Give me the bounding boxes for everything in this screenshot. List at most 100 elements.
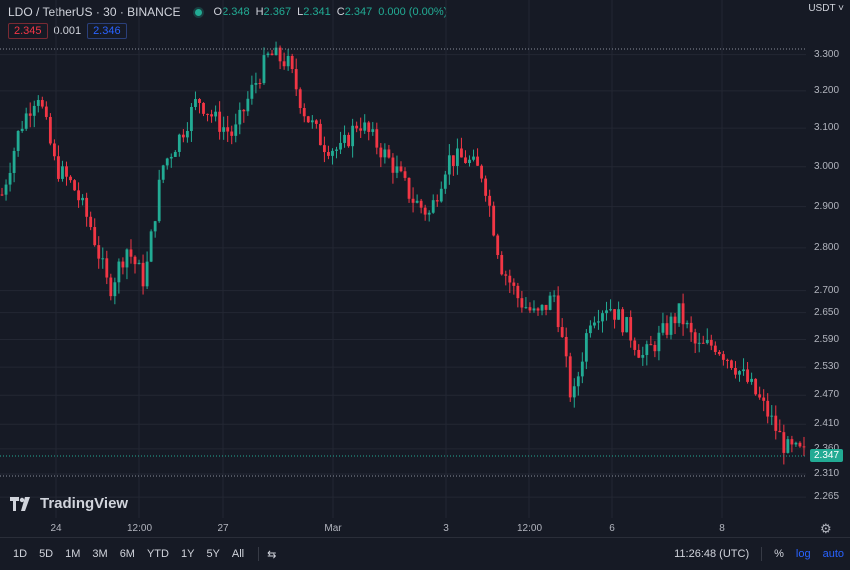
range-1m[interactable]: 1M <box>65 548 81 560</box>
price-tick-label: 2.800 <box>814 241 840 253</box>
candle-body <box>750 378 754 382</box>
candle-body <box>730 360 733 368</box>
candle-body <box>645 344 649 356</box>
candle-body <box>774 415 778 431</box>
time-tick-label: Mar <box>324 523 342 534</box>
candle-body <box>701 342 705 344</box>
candle-body <box>512 282 516 286</box>
candle-body <box>641 355 645 358</box>
candle-body <box>141 262 145 287</box>
candle-body <box>460 148 463 158</box>
candle-body <box>411 198 415 203</box>
currency-selector[interactable]: USDT ˅ <box>808 3 844 14</box>
candle-body <box>52 143 56 157</box>
price-tick-label: 2.650 <box>814 306 840 318</box>
range-1y[interactable]: 1Y <box>180 548 195 560</box>
candle-body <box>669 316 673 335</box>
candle-body <box>242 109 246 112</box>
range-6m[interactable]: 6M <box>119 548 135 560</box>
sell-button[interactable]: 2.345 <box>8 23 48 39</box>
candle-body <box>742 369 745 372</box>
range-ytd[interactable]: YTD <box>146 548 169 560</box>
clock-time[interactable]: 11:26:48 (UTC) <box>674 548 750 560</box>
candle-body <box>762 397 766 401</box>
candle-body <box>206 113 209 115</box>
candle-body <box>343 134 346 143</box>
range-5y[interactable]: 5Y <box>206 548 220 560</box>
candle-body <box>403 171 407 178</box>
candle-body <box>802 446 806 448</box>
candle-body <box>488 195 492 206</box>
tradingview-icon <box>10 496 30 511</box>
candles <box>0 41 806 465</box>
time-tick-label: 12:00 <box>127 523 153 534</box>
candle-body <box>153 221 157 232</box>
tradingview-logo[interactable]: TradingView <box>10 495 128 512</box>
price-tick-label: 2.700 <box>814 284 840 296</box>
candle-body <box>419 200 423 208</box>
candle-body <box>323 145 326 153</box>
candle-body <box>48 116 52 144</box>
candle-body <box>508 275 512 283</box>
candle-body <box>65 166 68 177</box>
candle-body <box>226 127 230 132</box>
candle-body <box>661 323 665 333</box>
candle-body <box>560 327 564 337</box>
candle-body <box>298 89 302 109</box>
candle-body <box>101 258 105 260</box>
auto-scale-toggle[interactable]: auto <box>822 548 844 560</box>
range-1d[interactable]: 1D <box>13 548 28 560</box>
candle-body <box>185 130 189 138</box>
candle-body <box>270 53 274 56</box>
candle-body <box>105 258 109 278</box>
candle-body <box>770 415 774 417</box>
last-price-label: 2.347 <box>810 449 844 462</box>
time-tick-label: 8 <box>719 523 725 534</box>
candle-body <box>572 386 576 398</box>
candle-body <box>593 322 596 326</box>
candle-body <box>580 361 584 377</box>
candle-body <box>798 442 802 447</box>
candle-body <box>387 149 391 158</box>
candle-body <box>653 344 657 352</box>
range-5d[interactable]: 5D <box>39 548 54 560</box>
candle-body <box>314 120 318 124</box>
candle-body <box>258 82 262 84</box>
range-all[interactable]: All <box>231 548 245 560</box>
symbol-title[interactable]: LDO / TetherUS · 30 · BINANCE <box>8 5 181 19</box>
candle-body <box>157 179 161 222</box>
gear-icon[interactable]: ⚙ <box>820 521 832 536</box>
range-3m[interactable]: 3M <box>92 548 108 560</box>
candle-body <box>657 332 661 352</box>
candle-body <box>69 176 72 181</box>
candle-body <box>246 98 250 112</box>
candle-body <box>455 148 459 166</box>
candle-body <box>0 194 4 196</box>
buy-sell-panel: 2.345 0.001 2.346 <box>8 23 127 39</box>
percent-scale-toggle[interactable]: % <box>774 548 784 560</box>
candle-body <box>633 340 637 350</box>
price-tick-label: 2.470 <box>814 389 840 401</box>
candle-body <box>278 47 282 62</box>
goto-date-icon[interactable]: ⇆ <box>267 548 277 561</box>
candle-body <box>125 249 129 268</box>
candle-body <box>447 155 451 175</box>
candle-body <box>266 53 270 56</box>
candle-body <box>794 442 798 445</box>
candle-body <box>318 123 322 146</box>
candle-body <box>621 309 625 333</box>
price-tick-label: 3.000 <box>814 160 840 172</box>
candle-body <box>28 113 32 116</box>
candle-body <box>117 261 121 283</box>
price-chart[interactable] <box>0 0 850 537</box>
log-scale-toggle[interactable]: log <box>795 548 811 560</box>
candle-body <box>367 122 371 132</box>
candle-body <box>73 180 76 191</box>
candle-body <box>427 212 431 215</box>
buy-button[interactable]: 2.346 <box>87 23 127 39</box>
candle-body <box>500 255 504 275</box>
candle-body <box>149 231 153 262</box>
candle-body <box>331 150 334 156</box>
candle-body <box>637 349 641 358</box>
candle-body <box>504 274 508 276</box>
